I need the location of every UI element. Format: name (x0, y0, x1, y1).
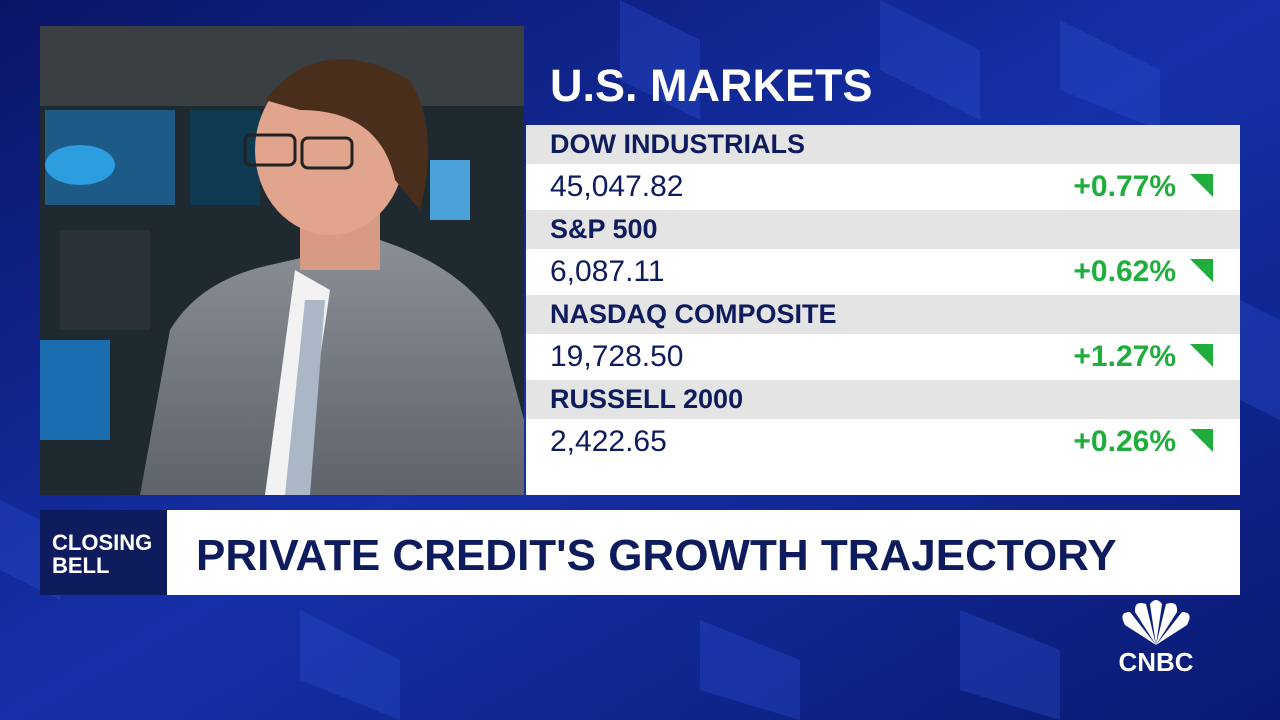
index-value: 19,728.50 (550, 340, 683, 373)
name-band (526, 380, 1240, 419)
index-value: 2,422.65 (550, 425, 667, 458)
name-band (526, 125, 1240, 164)
index-change: +0.26% (1073, 425, 1176, 458)
index-change: +0.62% (1073, 255, 1176, 288)
show-box (40, 510, 167, 595)
index-change: +1.27% (1073, 340, 1176, 373)
index-name: RUSSELL 2000 (550, 384, 743, 414)
index-name: NASDAQ COMPOSITE (550, 299, 837, 329)
logo-text: CNBC (1118, 647, 1193, 677)
headline-box (167, 510, 1240, 595)
up-arrow (1190, 174, 1213, 197)
index-value: 6,087.11 (550, 255, 665, 288)
market-rows: DOW INDUSTRIALS 45,047.82 +0.77% S&P 500 6,0… (526, 125, 1240, 458)
up-arrow (1190, 344, 1213, 367)
name-band (526, 210, 1240, 249)
show-name: CLOSING (52, 530, 152, 555)
name-band (526, 295, 1240, 334)
index-change: +0.77% (1073, 170, 1176, 203)
index-name: S&P 500 (550, 214, 658, 244)
index-name: DOW INDUSTRIALS (550, 129, 805, 159)
index-value: 45,047.82 (550, 170, 683, 203)
headline: PRIVATE CREDIT'S GROWTH TRAJECTORY (196, 531, 1117, 580)
up-arrow (1190, 429, 1213, 452)
video-feed (40, 26, 524, 495)
show-name: BELL (52, 553, 109, 578)
markets-title: U.S. MARKETS (550, 60, 873, 111)
logo-peacock (1122, 600, 1190, 645)
up-arrow (1190, 259, 1213, 282)
